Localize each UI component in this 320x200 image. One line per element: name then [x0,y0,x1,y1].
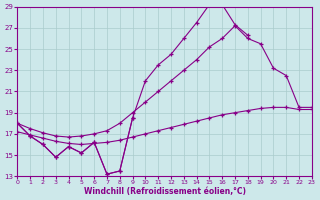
X-axis label: Windchill (Refroidissement éolien,°C): Windchill (Refroidissement éolien,°C) [84,187,245,196]
